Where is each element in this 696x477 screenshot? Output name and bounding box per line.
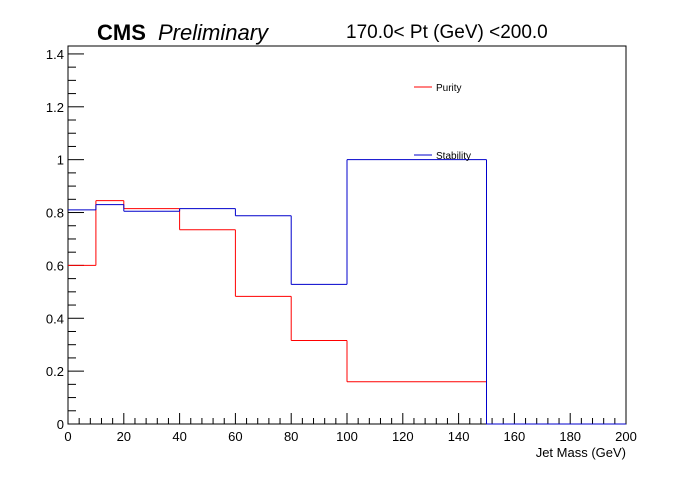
x-tick-label: 100: [336, 429, 358, 444]
y-tick-label: 1.4: [46, 47, 64, 62]
legend-stability-label: Stability: [436, 151, 471, 162]
x-tick-label: 40: [172, 429, 186, 444]
y-tick-label: 0.4: [46, 311, 64, 326]
x-tick-label: 140: [448, 429, 470, 444]
y-tick-label: 0.8: [46, 206, 64, 221]
x-tick-label: 200: [615, 429, 637, 444]
y-tick-label: 0: [57, 417, 64, 432]
x-tick-label: 120: [392, 429, 414, 444]
x-axis-label: Jet Mass (GeV): [536, 445, 626, 460]
series-stability: [68, 159, 626, 425]
x-tick-label: 160: [504, 429, 526, 444]
legend-purity-label: Purity: [436, 83, 462, 94]
chart-title-cms: CMS: [97, 20, 146, 45]
chart-title-preliminary: Preliminary: [158, 20, 270, 45]
x-tick-label: 180: [559, 429, 581, 444]
x-tick-label: 80: [284, 429, 298, 444]
y-tick-label: 0.2: [46, 364, 64, 379]
y-tick-label: 1.2: [46, 100, 64, 115]
y-tick-label: 0.6: [46, 258, 64, 273]
x-tick-label: 20: [117, 429, 131, 444]
y-tick-label: 1: [57, 153, 64, 168]
x-tick-label: 60: [228, 429, 242, 444]
chart-title-pt-range: 170.0< Pt (GeV) <200.0: [346, 22, 548, 43]
x-tick-label: 0: [64, 429, 71, 444]
